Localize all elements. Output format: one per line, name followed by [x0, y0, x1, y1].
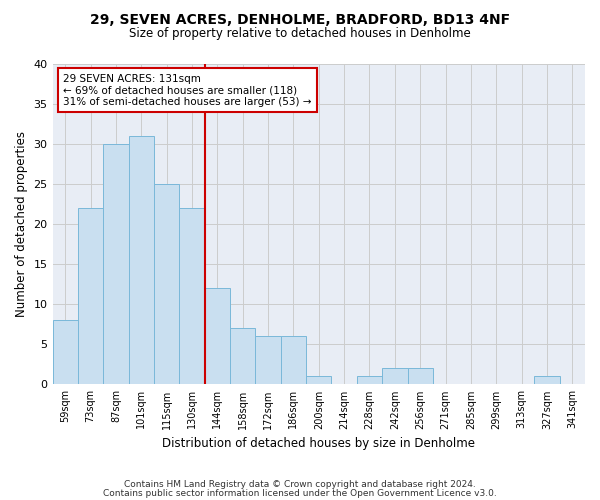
Bar [407, 368, 433, 384]
Text: Contains public sector information licensed under the Open Government Licence v3: Contains public sector information licen… [103, 488, 497, 498]
Bar [128, 136, 154, 384]
Bar [534, 376, 560, 384]
Bar [281, 336, 306, 384]
Y-axis label: Number of detached properties: Number of detached properties [15, 131, 28, 317]
Bar [179, 208, 205, 384]
Bar [256, 336, 281, 384]
Bar [103, 144, 128, 384]
Bar [154, 184, 179, 384]
Bar [357, 376, 382, 384]
Text: 29, SEVEN ACRES, DENHOLME, BRADFORD, BD13 4NF: 29, SEVEN ACRES, DENHOLME, BRADFORD, BD1… [90, 12, 510, 26]
Text: 29 SEVEN ACRES: 131sqm
← 69% of detached houses are smaller (118)
31% of semi-de: 29 SEVEN ACRES: 131sqm ← 69% of detached… [63, 74, 311, 107]
Bar [230, 328, 256, 384]
Text: Contains HM Land Registry data © Crown copyright and database right 2024.: Contains HM Land Registry data © Crown c… [124, 480, 476, 489]
Bar [53, 320, 78, 384]
Text: Size of property relative to detached houses in Denholme: Size of property relative to detached ho… [129, 28, 471, 40]
Bar [382, 368, 407, 384]
X-axis label: Distribution of detached houses by size in Denholme: Distribution of detached houses by size … [162, 437, 475, 450]
Bar [205, 288, 230, 384]
Bar [78, 208, 103, 384]
Bar [306, 376, 331, 384]
